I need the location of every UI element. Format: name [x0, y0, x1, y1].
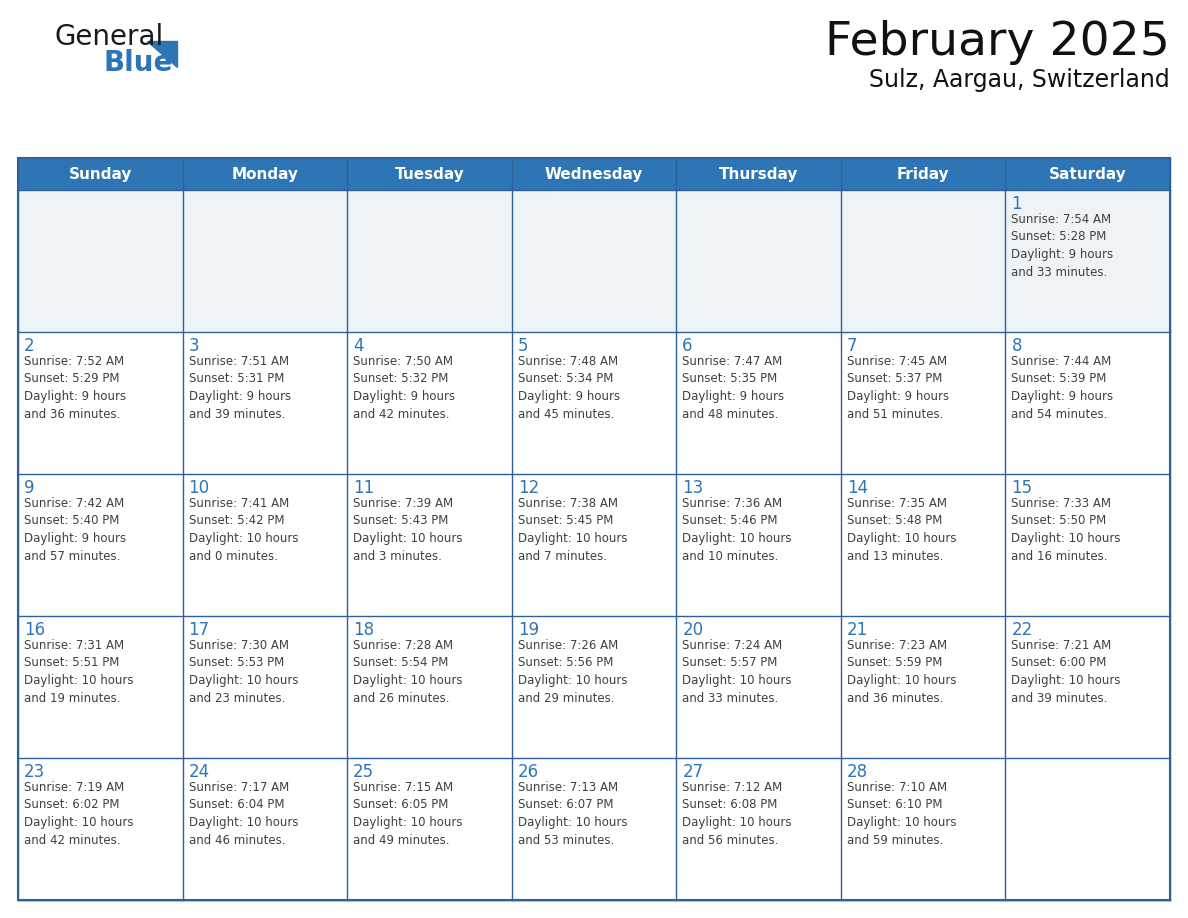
Bar: [18, 616, 1170, 758]
Bar: [18, 190, 1170, 332]
Text: 8: 8: [1011, 337, 1022, 355]
Text: 7: 7: [847, 337, 858, 355]
Text: Sunrise: 7:51 AM
Sunset: 5:31 PM
Daylight: 9 hours
and 39 minutes.: Sunrise: 7:51 AM Sunset: 5:31 PM Dayligh…: [189, 355, 291, 420]
Text: Sunrise: 7:41 AM
Sunset: 5:42 PM
Daylight: 10 hours
and 0 minutes.: Sunrise: 7:41 AM Sunset: 5:42 PM Dayligh…: [189, 497, 298, 563]
Text: Sunrise: 7:35 AM
Sunset: 5:48 PM
Daylight: 10 hours
and 13 minutes.: Sunrise: 7:35 AM Sunset: 5:48 PM Dayligh…: [847, 497, 956, 563]
Text: Sunrise: 7:38 AM
Sunset: 5:45 PM
Daylight: 10 hours
and 7 minutes.: Sunrise: 7:38 AM Sunset: 5:45 PM Dayligh…: [518, 497, 627, 563]
Text: 14: 14: [847, 479, 868, 497]
Text: 6: 6: [682, 337, 693, 355]
Text: 4: 4: [353, 337, 364, 355]
Text: Sunrise: 7:31 AM
Sunset: 5:51 PM
Daylight: 10 hours
and 19 minutes.: Sunrise: 7:31 AM Sunset: 5:51 PM Dayligh…: [24, 639, 133, 704]
Text: Sunrise: 7:21 AM
Sunset: 6:00 PM
Daylight: 10 hours
and 39 minutes.: Sunrise: 7:21 AM Sunset: 6:00 PM Dayligh…: [1011, 639, 1121, 704]
Text: Sunrise: 7:42 AM
Sunset: 5:40 PM
Daylight: 9 hours
and 57 minutes.: Sunrise: 7:42 AM Sunset: 5:40 PM Dayligh…: [24, 497, 126, 563]
Text: 15: 15: [1011, 479, 1032, 497]
Text: 18: 18: [353, 621, 374, 639]
Text: Tuesday: Tuesday: [394, 166, 465, 182]
Text: 17: 17: [189, 621, 210, 639]
Text: 9: 9: [24, 479, 34, 497]
Text: 13: 13: [682, 479, 703, 497]
Text: Sunrise: 7:48 AM
Sunset: 5:34 PM
Daylight: 9 hours
and 45 minutes.: Sunrise: 7:48 AM Sunset: 5:34 PM Dayligh…: [518, 355, 620, 420]
Polygon shape: [147, 41, 177, 67]
Text: Sunrise: 7:44 AM
Sunset: 5:39 PM
Daylight: 9 hours
and 54 minutes.: Sunrise: 7:44 AM Sunset: 5:39 PM Dayligh…: [1011, 355, 1113, 420]
Text: Sunrise: 7:45 AM
Sunset: 5:37 PM
Daylight: 9 hours
and 51 minutes.: Sunrise: 7:45 AM Sunset: 5:37 PM Dayligh…: [847, 355, 949, 420]
Text: Sunday: Sunday: [69, 166, 132, 182]
Text: 28: 28: [847, 763, 868, 781]
Text: Sunrise: 7:23 AM
Sunset: 5:59 PM
Daylight: 10 hours
and 36 minutes.: Sunrise: 7:23 AM Sunset: 5:59 PM Dayligh…: [847, 639, 956, 704]
Text: Sunrise: 7:52 AM
Sunset: 5:29 PM
Daylight: 9 hours
and 36 minutes.: Sunrise: 7:52 AM Sunset: 5:29 PM Dayligh…: [24, 355, 126, 420]
Text: 19: 19: [518, 621, 539, 639]
Text: Sunrise: 7:10 AM
Sunset: 6:10 PM
Daylight: 10 hours
and 59 minutes.: Sunrise: 7:10 AM Sunset: 6:10 PM Dayligh…: [847, 781, 956, 846]
Text: Sunrise: 7:19 AM
Sunset: 6:02 PM
Daylight: 10 hours
and 42 minutes.: Sunrise: 7:19 AM Sunset: 6:02 PM Dayligh…: [24, 781, 133, 846]
Text: 25: 25: [353, 763, 374, 781]
Bar: [18, 758, 1170, 900]
Text: Blue: Blue: [103, 49, 172, 77]
Bar: [18, 158, 1170, 190]
Text: 24: 24: [189, 763, 210, 781]
Text: 10: 10: [189, 479, 210, 497]
Text: 5: 5: [518, 337, 529, 355]
Bar: [18, 332, 1170, 474]
Text: Sunrise: 7:39 AM
Sunset: 5:43 PM
Daylight: 10 hours
and 3 minutes.: Sunrise: 7:39 AM Sunset: 5:43 PM Dayligh…: [353, 497, 462, 563]
Text: Sunrise: 7:36 AM
Sunset: 5:46 PM
Daylight: 10 hours
and 10 minutes.: Sunrise: 7:36 AM Sunset: 5:46 PM Dayligh…: [682, 497, 791, 563]
Text: Sunrise: 7:12 AM
Sunset: 6:08 PM
Daylight: 10 hours
and 56 minutes.: Sunrise: 7:12 AM Sunset: 6:08 PM Dayligh…: [682, 781, 791, 846]
Bar: [18, 158, 1170, 900]
Text: Sunrise: 7:30 AM
Sunset: 5:53 PM
Daylight: 10 hours
and 23 minutes.: Sunrise: 7:30 AM Sunset: 5:53 PM Dayligh…: [189, 639, 298, 704]
Text: Saturday: Saturday: [1049, 166, 1126, 182]
Text: Sunrise: 7:47 AM
Sunset: 5:35 PM
Daylight: 9 hours
and 48 minutes.: Sunrise: 7:47 AM Sunset: 5:35 PM Dayligh…: [682, 355, 784, 420]
Text: Sulz, Aargau, Switzerland: Sulz, Aargau, Switzerland: [870, 68, 1170, 92]
Text: February 2025: February 2025: [826, 20, 1170, 65]
Text: 3: 3: [189, 337, 200, 355]
Text: 12: 12: [518, 479, 539, 497]
Text: Sunrise: 7:13 AM
Sunset: 6:07 PM
Daylight: 10 hours
and 53 minutes.: Sunrise: 7:13 AM Sunset: 6:07 PM Dayligh…: [518, 781, 627, 846]
Text: General: General: [55, 23, 164, 51]
Text: Sunrise: 7:15 AM
Sunset: 6:05 PM
Daylight: 10 hours
and 49 minutes.: Sunrise: 7:15 AM Sunset: 6:05 PM Dayligh…: [353, 781, 462, 846]
Bar: [18, 474, 1170, 616]
Text: 2: 2: [24, 337, 34, 355]
Text: Sunrise: 7:28 AM
Sunset: 5:54 PM
Daylight: 10 hours
and 26 minutes.: Sunrise: 7:28 AM Sunset: 5:54 PM Dayligh…: [353, 639, 462, 704]
Text: 16: 16: [24, 621, 45, 639]
Text: 21: 21: [847, 621, 868, 639]
Text: Sunrise: 7:26 AM
Sunset: 5:56 PM
Daylight: 10 hours
and 29 minutes.: Sunrise: 7:26 AM Sunset: 5:56 PM Dayligh…: [518, 639, 627, 704]
Text: 20: 20: [682, 621, 703, 639]
Text: Wednesday: Wednesday: [545, 166, 643, 182]
Text: Monday: Monday: [232, 166, 298, 182]
Text: 1: 1: [1011, 195, 1022, 213]
Text: Sunrise: 7:54 AM
Sunset: 5:28 PM
Daylight: 9 hours
and 33 minutes.: Sunrise: 7:54 AM Sunset: 5:28 PM Dayligh…: [1011, 213, 1113, 278]
Text: 22: 22: [1011, 621, 1032, 639]
Text: Sunrise: 7:33 AM
Sunset: 5:50 PM
Daylight: 10 hours
and 16 minutes.: Sunrise: 7:33 AM Sunset: 5:50 PM Dayligh…: [1011, 497, 1121, 563]
Text: 26: 26: [518, 763, 539, 781]
Text: Friday: Friday: [897, 166, 949, 182]
Text: 23: 23: [24, 763, 45, 781]
Text: Sunrise: 7:24 AM
Sunset: 5:57 PM
Daylight: 10 hours
and 33 minutes.: Sunrise: 7:24 AM Sunset: 5:57 PM Dayligh…: [682, 639, 791, 704]
Text: 11: 11: [353, 479, 374, 497]
Text: Sunrise: 7:50 AM
Sunset: 5:32 PM
Daylight: 9 hours
and 42 minutes.: Sunrise: 7:50 AM Sunset: 5:32 PM Dayligh…: [353, 355, 455, 420]
Text: 27: 27: [682, 763, 703, 781]
Text: Thursday: Thursday: [719, 166, 798, 182]
Text: Sunrise: 7:17 AM
Sunset: 6:04 PM
Daylight: 10 hours
and 46 minutes.: Sunrise: 7:17 AM Sunset: 6:04 PM Dayligh…: [189, 781, 298, 846]
